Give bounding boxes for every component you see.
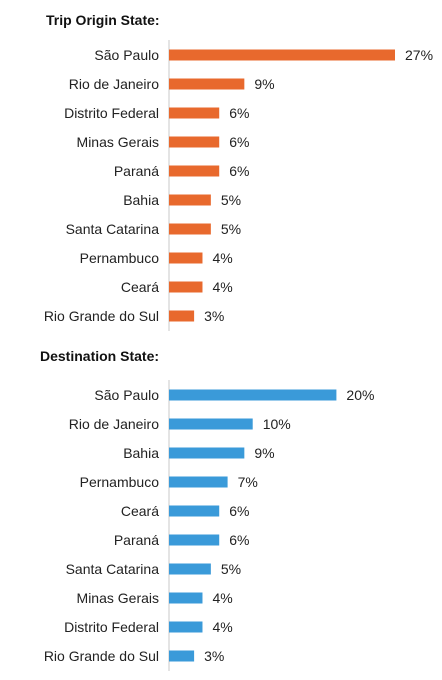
destination-category-label: Pernambuco (80, 474, 160, 490)
origin-bar (169, 223, 211, 235)
destination-bar (169, 505, 220, 517)
origin-value-label: 6% (229, 105, 249, 121)
origin-value-label: 4% (212, 279, 232, 295)
destination-bar (169, 447, 245, 459)
origin-bar (169, 194, 211, 206)
destination-value-label: 5% (221, 561, 241, 577)
origin-bar (169, 252, 203, 264)
origin-category-label: São Paulo (94, 47, 159, 63)
destination-value-label: 20% (346, 387, 374, 403)
origin-chart: São Paulo 27% Rio de Janeiro 9% Distrito Fed… (44, 40, 433, 331)
destination-bar (169, 476, 228, 488)
origin-bar (169, 78, 245, 90)
destination-category-label: Ceará (121, 503, 159, 519)
origin-category-label: Bahia (123, 192, 159, 208)
origin-value-label: 27% (405, 47, 433, 63)
origin-category-label: Distrito Federal (64, 105, 159, 121)
origin-value-label: 9% (254, 76, 274, 92)
origin-category-label: Rio de Janeiro (69, 76, 159, 92)
origin-value-label: 3% (204, 308, 224, 324)
destination-bar (169, 592, 203, 604)
origin-bar (169, 49, 395, 61)
origin-chart-title: Trip Origin State: (46, 12, 160, 28)
origin-value-label: 5% (221, 221, 241, 237)
origin-bar (169, 136, 220, 148)
destination-category-label: Distrito Federal (64, 619, 159, 635)
origin-category-label: Santa Catarina (66, 221, 160, 237)
destination-category-label: Rio Grande do Sul (44, 648, 159, 664)
destination-bar (169, 389, 337, 401)
destination-chart-title: Destination State: (40, 348, 160, 364)
destination-category-label: Santa Catarina (66, 561, 160, 577)
destination-bar (169, 563, 211, 575)
origin-category-label: Paraná (114, 163, 159, 179)
origin-category-label: Ceará (121, 279, 159, 295)
destination-value-label: 9% (254, 445, 274, 461)
origin-value-label: 6% (229, 134, 249, 150)
origin-value-label: 6% (229, 163, 249, 179)
destination-bar (169, 621, 203, 633)
destination-bar (169, 534, 220, 546)
destination-category-label: Rio de Janeiro (69, 416, 159, 432)
origin-bar (169, 310, 195, 322)
destination-bar (169, 418, 253, 430)
destination-value-label: 6% (229, 503, 249, 519)
destination-value-label: 4% (212, 590, 232, 606)
origin-bar (169, 281, 203, 293)
origin-bar (169, 165, 220, 177)
origin-category-label: Minas Gerais (77, 134, 159, 150)
destination-value-label: 7% (238, 474, 258, 490)
destination-category-label: Paraná (114, 532, 159, 548)
origin-category-label: Pernambuco (80, 250, 160, 266)
origin-category-label: Rio Grande do Sul (44, 308, 159, 324)
destination-chart: São Paulo 20% Rio de Janeiro 10% Bahia 9% Pern… (44, 380, 374, 671)
origin-value-label: 4% (212, 250, 232, 266)
destination-category-label: São Paulo (94, 387, 159, 403)
destination-value-label: 4% (212, 619, 232, 635)
destination-value-label: 6% (229, 532, 249, 548)
origin-value-label: 5% (221, 192, 241, 208)
destination-value-label: 3% (204, 648, 224, 664)
destination-bar (169, 650, 195, 662)
origin-bar (169, 107, 220, 119)
destination-category-label: Bahia (123, 445, 159, 461)
destination-value-label: 10% (263, 416, 291, 432)
destination-category-label: Minas Gerais (77, 590, 159, 606)
